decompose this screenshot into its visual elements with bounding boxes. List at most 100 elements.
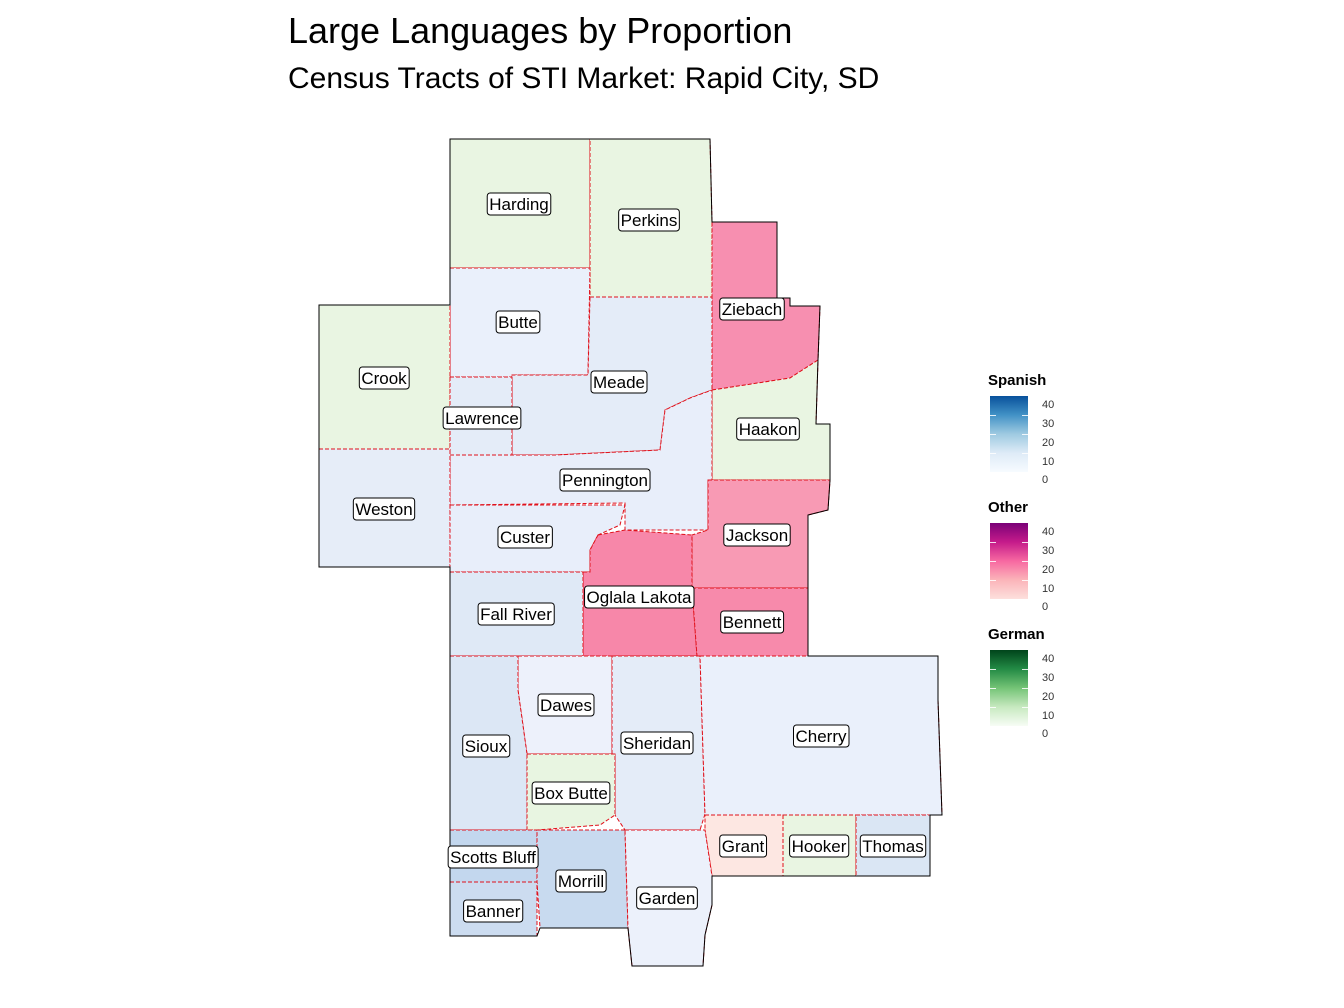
chart-subtitle: Census Tracts of STI Market: Rapid City,… (288, 62, 880, 95)
county-label-lawrence: Lawrence (442, 406, 522, 430)
county-label-box (789, 834, 850, 858)
county-label-box (462, 734, 511, 758)
legend-other-tick: 10 (1042, 583, 1055, 595)
county-label-thomas: Thomas (859, 834, 927, 858)
legend-german-tick: 20 (1042, 691, 1055, 703)
county-name: Thomas (862, 837, 923, 856)
legend-spanish: Spanish 40 30 20 10 0 (988, 372, 1108, 486)
county-label-meade: Meade (590, 370, 648, 394)
county-label-box-butte: Box Butte (531, 781, 611, 805)
county-label-box (447, 845, 539, 869)
county-name: Bennett (723, 613, 782, 632)
county-name: Hooker (792, 837, 847, 856)
county-label-box (555, 869, 607, 893)
county-label-box (531, 781, 611, 805)
county-name: Oglala Lakota (587, 588, 692, 607)
legend-other-tick: 20 (1042, 564, 1055, 576)
county-label-oglala-lakota: Oglala Lakota (584, 585, 695, 609)
county-label-box (590, 370, 648, 394)
county-label-box (792, 724, 850, 748)
county-label-morrill: Morrill (555, 869, 607, 893)
county-label-box (719, 834, 768, 858)
legend-other: Other 40 30 20 10 0 (988, 499, 1108, 613)
county-name: Pennington (562, 471, 648, 490)
county-label-hooker: Hooker (789, 834, 850, 858)
county-label-butte: Butte (495, 310, 541, 334)
county-label-box (358, 366, 410, 390)
county-name: Haakon (739, 420, 798, 439)
county-label-box (859, 834, 927, 858)
county-label-weston: Weston (352, 497, 416, 521)
county-label-cherry: Cherry (792, 724, 850, 748)
county-name: Scotts Bluff (450, 848, 536, 867)
county-label-box (537, 693, 595, 717)
legend-other-tick: 30 (1042, 545, 1055, 557)
legend-other-tick: 40 (1042, 526, 1055, 538)
county-label-box (352, 497, 416, 521)
county-name: Weston (355, 500, 412, 519)
legend-spanish-colorbar (990, 396, 1028, 472)
county-label-box (442, 406, 522, 430)
county-label-perkins: Perkins (618, 208, 680, 232)
county-name: Garden (639, 889, 696, 908)
county-label-bennett: Bennett (720, 610, 785, 634)
county-name: Morrill (558, 872, 604, 891)
county-name: Sioux (465, 737, 508, 756)
legend-spanish-tick: 20 (1042, 437, 1055, 449)
market-boundary (318, 138, 943, 967)
county-label-fall-river: Fall River (477, 602, 555, 626)
county-label-box (584, 585, 695, 609)
county-name: Banner (466, 902, 521, 921)
county-name: Perkins (621, 211, 678, 230)
county-label-dawes: Dawes (537, 693, 595, 717)
county-name: Crook (361, 369, 407, 388)
legend-spanish-tick: 30 (1042, 418, 1055, 430)
county-label-custer: Custer (497, 525, 553, 549)
legend-other-colorbar (990, 523, 1028, 599)
county-label-haakon: Haakon (736, 417, 800, 441)
county-label-box (486, 192, 552, 216)
county-label-box (719, 297, 785, 321)
county-name: Grant (722, 837, 765, 856)
county-label-box (736, 417, 800, 441)
legend-other-title: Other (988, 499, 1029, 516)
county-name: Jackson (726, 526, 788, 545)
legend-german-title: German (988, 626, 1045, 643)
county-name: Fall River (480, 605, 552, 624)
county-label-box (636, 886, 698, 910)
county-label-box (497, 525, 553, 549)
county-label-jackson: Jackson (723, 523, 791, 547)
county-label-box (463, 899, 524, 923)
legend-german-tick: 40 (1042, 653, 1055, 665)
county-label-harding: Harding (486, 192, 552, 216)
county-label-box (618, 208, 680, 232)
legend-german: German 40 30 20 10 0 (988, 626, 1108, 740)
county-label-box (620, 731, 694, 755)
legend-spanish-tick: 10 (1042, 456, 1055, 468)
county-label-sheridan: Sheridan (620, 731, 694, 755)
county-label-banner: Banner (463, 899, 524, 923)
county-name: Ziebach (722, 300, 782, 319)
county-name: Sheridan (623, 734, 691, 753)
county-label-crook: Crook (358, 366, 410, 390)
county-label-scotts-bluff: Scotts Bluff (447, 845, 539, 869)
county-name: Meade (593, 373, 645, 392)
legend-german-colorbar (990, 650, 1028, 726)
legend-spanish-title: Spanish (988, 372, 1047, 389)
legend-other-tick: 0 (1042, 601, 1049, 613)
county-name: Custer (500, 528, 550, 547)
county-name: Cherry (795, 727, 847, 746)
legend-spanish-tick: 0 (1042, 474, 1049, 486)
legend-spanish-tick: 40 (1042, 399, 1055, 411)
county-label-ziebach: Ziebach (719, 297, 785, 321)
county-label-box (477, 602, 555, 626)
legend-german-tick: 10 (1042, 710, 1055, 722)
county-name: Harding (489, 195, 549, 214)
county-label-box (495, 310, 541, 334)
county-label-garden: Garden (636, 886, 698, 910)
county-label-box (720, 610, 785, 634)
county-label-box (559, 468, 651, 492)
county-label-grant: Grant (719, 834, 768, 858)
county-name: Box Butte (534, 784, 608, 803)
